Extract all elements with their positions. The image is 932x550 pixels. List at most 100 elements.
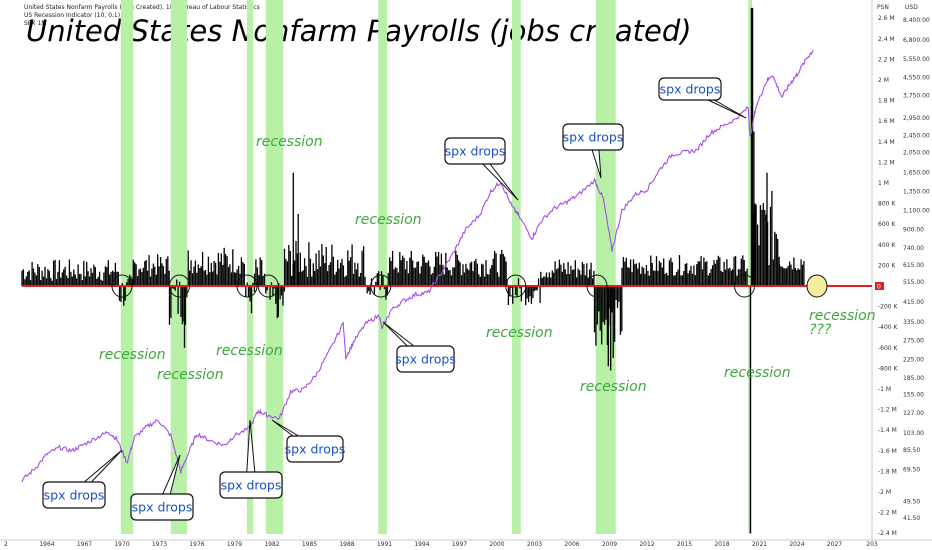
callout-box bbox=[658, 77, 722, 101]
callout-text: spx drops bbox=[132, 500, 193, 515]
spx-drop-callout: spx drops bbox=[271, 419, 346, 463]
callout-box bbox=[444, 137, 506, 165]
spx-tick-label: 41.50 bbox=[903, 515, 920, 522]
chart-header-series: United States Nonfarm Payrolls (Jobs Cre… bbox=[24, 4, 260, 11]
time-tick-label: 2012 bbox=[639, 541, 654, 548]
upcoming-recession-circle bbox=[806, 274, 828, 298]
callout-text: spx drops bbox=[395, 352, 456, 367]
spx-tick-label: 1,100.00 bbox=[903, 208, 930, 215]
payroll-tick-label: 1.2 M bbox=[878, 159, 895, 166]
spx-tick-label: 85.50 bbox=[903, 447, 920, 454]
payroll-tick-label: 200 K bbox=[878, 262, 896, 269]
spx-tick-label: 103.00 bbox=[903, 430, 924, 437]
payroll-tick-label: 1.8 M bbox=[878, 98, 895, 105]
time-tick-label: 2027 bbox=[827, 541, 842, 548]
recession-label: recession bbox=[355, 212, 422, 228]
spx-tick-label: 3,750.00 bbox=[903, 93, 930, 100]
spx-tick-label: 5,550.00 bbox=[903, 56, 930, 63]
callout-box bbox=[562, 123, 624, 151]
zero-marker-bg bbox=[875, 282, 884, 290]
callout-box bbox=[286, 435, 344, 463]
time-tick-label: 2018 bbox=[714, 541, 729, 548]
payroll-tick-label: -1.2 M bbox=[878, 407, 897, 414]
spx-tick-label: 6,800.00 bbox=[903, 37, 930, 44]
callout-box bbox=[219, 471, 283, 499]
spx-tick-label: 615.00 bbox=[903, 262, 924, 269]
spx-tick-label: 127.00 bbox=[903, 410, 924, 417]
payroll-tick-label: 400 K bbox=[878, 242, 896, 249]
payroll-tick-label: 2.6 M bbox=[878, 15, 895, 22]
callout-text: spx drops bbox=[563, 130, 624, 145]
spx-axis-head: USD bbox=[905, 4, 918, 11]
recession-band bbox=[512, 0, 521, 534]
callout-text: spx drops bbox=[445, 144, 506, 159]
recession-band bbox=[247, 0, 254, 534]
callout-text: spx drops bbox=[44, 488, 105, 503]
spx-tick-label: 515.00 bbox=[903, 279, 924, 286]
spx-tick-label: 185.00 bbox=[903, 375, 924, 382]
time-tick-label: 1994 bbox=[414, 541, 429, 548]
recession-band bbox=[170, 0, 187, 534]
time-tick-label: 1967 bbox=[77, 541, 92, 548]
time-tick-label: 2003 bbox=[527, 541, 542, 548]
recession-band bbox=[595, 0, 616, 534]
spx-tick-label: 900.00 bbox=[903, 226, 924, 233]
payroll-series bbox=[21, 7, 805, 534]
spx-drop-callout: spx drops bbox=[382, 321, 456, 373]
chart-header-indicator: US Recession Indicator (10, 0.1) bbox=[24, 12, 121, 19]
time-tick-label: 1973 bbox=[152, 541, 167, 548]
spx-drop-callout: spx drops bbox=[444, 137, 519, 201]
spx-tick-label: 1,350.00 bbox=[903, 188, 930, 195]
recession-band bbox=[265, 0, 284, 534]
spx-line bbox=[21, 49, 814, 483]
time-tick-label: 1976 bbox=[189, 541, 204, 548]
spx-tick-label: 8,400.00 bbox=[903, 17, 930, 24]
payroll-tick-label: -1.8 M bbox=[878, 468, 897, 475]
spx-drop-callout: spx drops bbox=[42, 449, 123, 509]
spx-tick-label: 2,950.00 bbox=[903, 115, 930, 122]
time-tick-label: 2024 bbox=[789, 541, 804, 548]
spx-tick-label: 225.00 bbox=[903, 356, 924, 363]
time-tick-label: 1985 bbox=[302, 541, 317, 548]
spx-tick-label: 275.00 bbox=[903, 338, 924, 345]
recession-circle bbox=[505, 274, 527, 298]
time-tick-partial: 2 bbox=[4, 541, 8, 548]
spx-tick-label: 69.50 bbox=[903, 467, 920, 474]
payroll-tick-label: 2.2 M bbox=[878, 56, 895, 63]
payroll-tick-label: -800 K bbox=[878, 365, 899, 372]
time-tick-label: 203 bbox=[866, 541, 878, 548]
time-tick-label: 1997 bbox=[452, 541, 467, 548]
payroll-tick-label: 800 K bbox=[878, 201, 896, 208]
payroll-tick-label: -2.4 M bbox=[878, 530, 897, 537]
recession-band bbox=[748, 0, 752, 534]
recession-circle bbox=[169, 274, 190, 298]
recession-label: recession bbox=[256, 134, 323, 150]
recession-band bbox=[378, 0, 387, 534]
time-tick-label: 1979 bbox=[227, 541, 242, 548]
spx-tick-label: 740.00 bbox=[903, 245, 924, 252]
recession-circle bbox=[370, 274, 392, 298]
callout-box bbox=[396, 345, 455, 373]
payroll-tick-label: -1.6 M bbox=[878, 448, 897, 455]
recession-label: recession bbox=[216, 343, 283, 359]
spx-tick-label: 2,450.00 bbox=[903, 133, 930, 140]
spx-tick-label: 4,550.00 bbox=[903, 74, 930, 81]
recession-circle bbox=[236, 274, 258, 298]
time-tick-label: 1964 bbox=[39, 541, 54, 548]
time-tick-label: 2015 bbox=[677, 541, 692, 548]
spx-tick-label: 415.00 bbox=[903, 299, 924, 306]
callout-text: spx drops bbox=[660, 82, 721, 97]
callout-text: spx drops bbox=[285, 442, 346, 457]
payroll-tick-label: -1 M bbox=[878, 386, 891, 393]
recession-label: recession bbox=[580, 379, 647, 395]
time-tick-label: 1970 bbox=[114, 541, 129, 548]
payroll-axis-head: PSN bbox=[877, 4, 889, 11]
recession-label: recession bbox=[486, 325, 553, 341]
spx-drop-callout: spx drops bbox=[219, 419, 283, 499]
time-tick-label: 2021 bbox=[752, 541, 767, 548]
payroll-tick-label: -400 K bbox=[878, 324, 899, 331]
recession-band bbox=[120, 0, 134, 534]
payroll-tick-label: -2.2 M bbox=[878, 510, 897, 517]
callout-box bbox=[42, 481, 106, 509]
recession-label: recession bbox=[99, 347, 166, 363]
